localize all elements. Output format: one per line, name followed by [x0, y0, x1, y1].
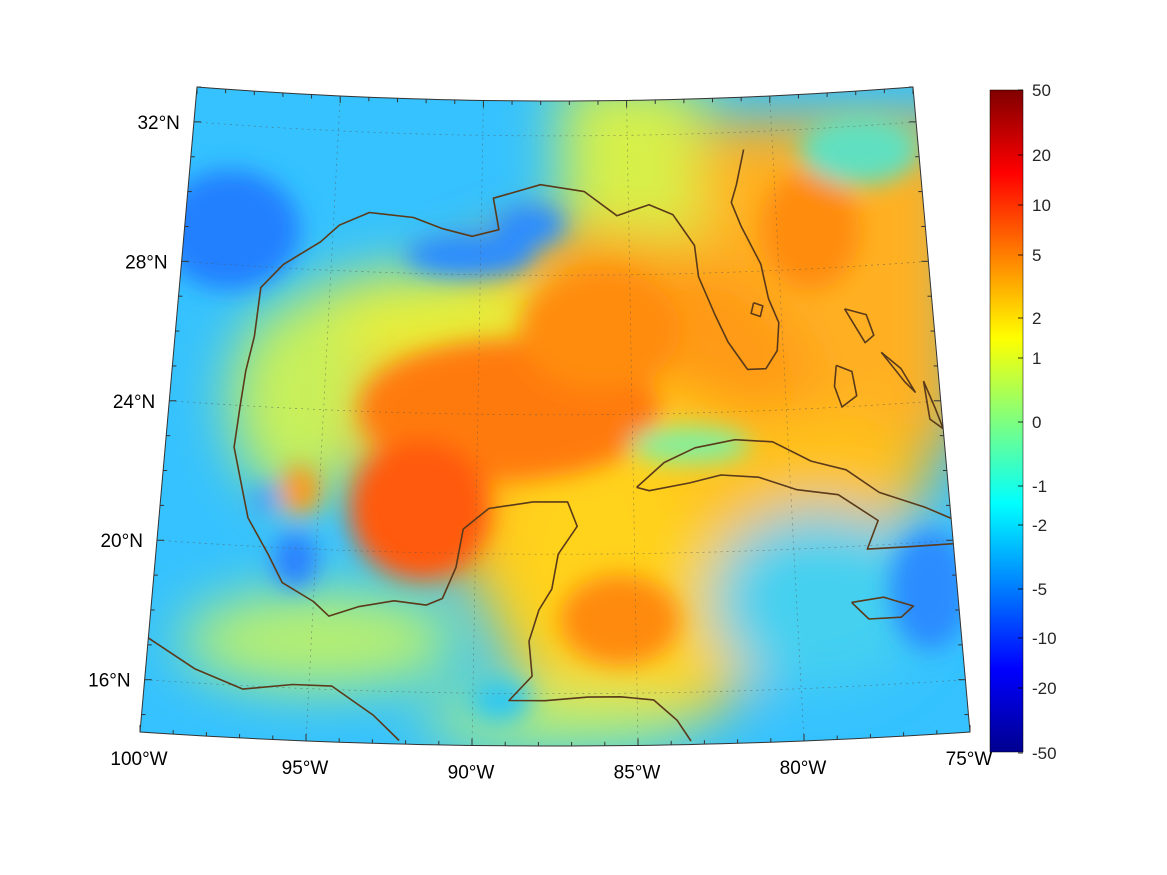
- colorbar-tick-label: 2: [1032, 309, 1041, 328]
- longitude-label: 80°W: [780, 758, 827, 779]
- graticule: [140, 87, 970, 746]
- longitude-label: 90°W: [448, 762, 495, 783]
- colorbar-tick-label: 50: [1032, 81, 1051, 100]
- longitude-label: 75°W: [946, 749, 993, 770]
- coastline: [843, 308, 875, 344]
- latitude-label: 28°N: [125, 252, 167, 273]
- coastline: [880, 351, 916, 393]
- data-field: [140, 87, 970, 746]
- colorbar-tick-label: 0: [1032, 413, 1041, 432]
- coastline: [750, 302, 764, 318]
- longitude-label: 85°W: [614, 762, 661, 783]
- coastline: [851, 596, 915, 620]
- parallel-gridline: [144, 679, 966, 695]
- coastline: [233, 149, 780, 742]
- parallel-gridline: [156, 539, 954, 555]
- axis-labels: 32°N 28°N 24°N 20°N 16°N 100°W 95°W 90°W 85°W 80°…: [88, 113, 992, 784]
- parallel-gridline: [181, 260, 929, 276]
- colorbar-tick-label: -5: [1032, 580, 1047, 599]
- coastline: [833, 364, 858, 408]
- longitude-label: 100°W: [110, 749, 167, 770]
- latitude-label: 16°N: [88, 671, 130, 692]
- colorbar-tick-label: -50: [1032, 744, 1057, 763]
- colorbar-tick-label: -20: [1032, 679, 1057, 698]
- coastline: [147, 637, 400, 742]
- colorbar-tick-label: 5: [1032, 246, 1041, 265]
- parallel-gridline: [193, 121, 917, 137]
- latitude-label: 32°N: [137, 113, 179, 134]
- longitude-label: 95°W: [282, 758, 329, 779]
- colorbar-tick-label: 20: [1032, 146, 1051, 165]
- parallel-gridline: [169, 400, 941, 416]
- latitude-label: 20°N: [100, 531, 142, 552]
- colorbar-tick-label: -2: [1032, 516, 1047, 535]
- map-frame: [139, 86, 971, 747]
- colorbar-tick-label: -10: [1032, 629, 1057, 648]
- latitude-label: 24°N: [113, 392, 155, 413]
- colorbar-tick-label: 10: [1032, 196, 1051, 215]
- colorbar-tick-label: 1: [1032, 349, 1041, 368]
- colorbar-gradient: [989, 89, 1024, 753]
- colorbar-tick-label: -1: [1032, 477, 1047, 496]
